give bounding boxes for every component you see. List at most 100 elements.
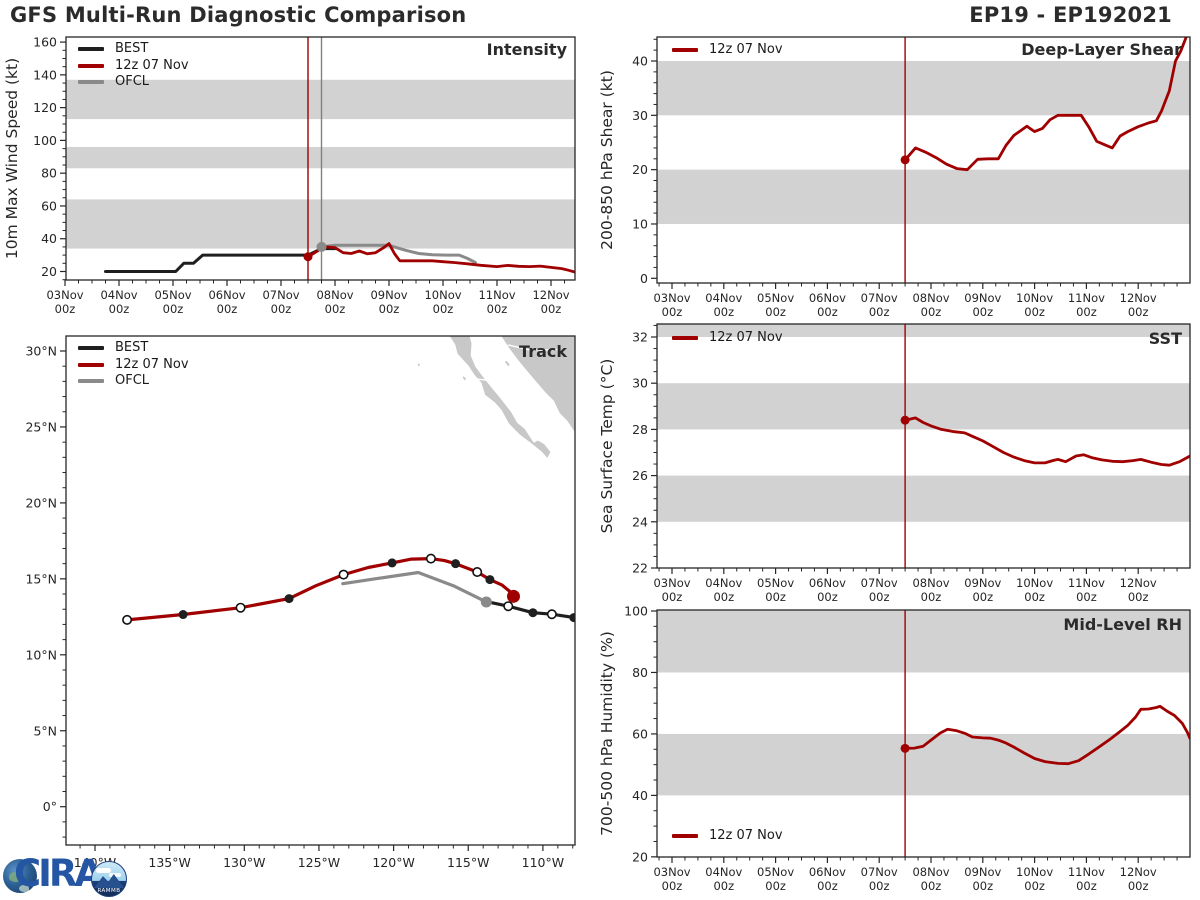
x-tick-label: 12Nov <box>1120 865 1157 879</box>
x-tick-label: 05Nov <box>154 288 191 302</box>
svg-text:32: 32 <box>632 330 648 345</box>
svg-text:10: 10 <box>632 216 648 231</box>
intensity-legend: BEST 12z 07 Nov OFCL <box>78 41 189 91</box>
svg-text:5°N: 5°N <box>33 723 57 738</box>
svg-text:100: 100 <box>624 604 648 619</box>
cira-rammb-logo: CIRA RAMMB <box>3 851 133 899</box>
svg-text:00z: 00z <box>1128 590 1149 604</box>
x-tick-label: 11Nov <box>1068 576 1105 590</box>
svg-text:00z: 00z <box>379 302 400 316</box>
svg-text:00z: 00z <box>433 302 454 316</box>
svg-text:28: 28 <box>632 422 648 437</box>
x-tick-label: 03Nov <box>653 576 690 590</box>
track-00z-marker <box>425 553 436 564</box>
storm-id-title: EP19 - EP192021 <box>969 3 1172 27</box>
x-tick-label: 07Nov <box>861 576 898 590</box>
legend-item-run: 12z 07 Nov <box>78 58 189 75</box>
track-red-init-dot <box>506 589 520 603</box>
svg-text:100: 100 <box>33 133 57 148</box>
rh-panel: 03Nov00z04Nov00z05Nov00z06Nov00z07Nov00z… <box>598 604 1191 893</box>
svg-text:40: 40 <box>632 54 648 69</box>
svg-text:00z: 00z <box>1076 590 1097 604</box>
svg-text:60: 60 <box>632 726 648 741</box>
sst-panel: 03Nov00z04Nov00z05Nov00z06Nov00z07Nov00z… <box>598 323 1191 604</box>
track-gray-init-dot <box>480 596 492 608</box>
legend-label-run: 12z 07 Nov <box>709 828 783 843</box>
ofcl-line-swatch <box>78 379 104 384</box>
x-tick-label: 04Nov <box>705 291 742 305</box>
track-12z-marker <box>451 559 461 569</box>
x-tick-label: 10Nov <box>1016 576 1053 590</box>
svg-text:0: 0 <box>640 271 648 286</box>
x-tick-label: 08Nov <box>912 576 949 590</box>
legend-item-ofcl: OFCL <box>78 373 189 390</box>
x-tick-label: 07Nov <box>861 291 898 305</box>
svg-text:00z: 00z <box>869 590 890 604</box>
best-line-swatch <box>78 47 104 52</box>
svg-text:110°W: 110°W <box>522 855 564 870</box>
legend-label-run: 12z 07 Nov <box>709 42 783 57</box>
shear-init-dot <box>900 155 910 165</box>
track-12z-marker <box>485 575 495 585</box>
legend-label-ofcl: OFCL <box>115 74 150 89</box>
svg-text:30°N: 30°N <box>25 344 57 359</box>
x-tick-label: 10Nov <box>1016 291 1053 305</box>
rammb-badge-icon: RAMMB <box>91 861 127 897</box>
svg-text:00z: 00z <box>109 302 130 316</box>
svg-text:80: 80 <box>41 166 57 181</box>
legend-label-run: 12z 07 Nov <box>115 57 189 73</box>
svg-text:00z: 00z <box>817 590 838 604</box>
x-tick-label: 11Nov <box>1068 291 1105 305</box>
legend-item-ofcl: OFCL <box>78 74 189 91</box>
track-00z-marker <box>235 602 246 613</box>
track-12z-marker <box>178 610 188 620</box>
svg-text:00z: 00z <box>765 305 786 319</box>
legend-item-run: 12z 07 Nov <box>672 330 783 347</box>
svg-text:0°: 0° <box>43 799 57 814</box>
x-tick-label: 08Nov <box>912 291 949 305</box>
ofcl-line-swatch <box>78 80 104 85</box>
track-00z-marker <box>503 601 514 612</box>
svg-text:140: 140 <box>33 67 57 82</box>
sst-legend: 12z 07 Nov <box>672 330 783 347</box>
shear-category-band <box>657 61 1190 116</box>
x-tick-label: 09Nov <box>964 576 1001 590</box>
svg-text:40: 40 <box>41 231 57 246</box>
svg-text:25°N: 25°N <box>25 419 57 434</box>
svg-text:00z: 00z <box>869 305 890 319</box>
sst-12z-07-nov-line <box>903 416 1190 467</box>
shear-category-band <box>657 169 1190 224</box>
svg-text:00z: 00z <box>271 302 292 316</box>
svg-text:00z: 00z <box>1024 879 1045 893</box>
intensity-category-band <box>66 146 575 169</box>
svg-text:20: 20 <box>632 849 648 864</box>
sst-category-band <box>657 324 1190 337</box>
svg-text:22: 22 <box>632 561 648 576</box>
run-line-swatch <box>672 48 698 53</box>
svg-text:30: 30 <box>632 376 648 391</box>
svg-text:26: 26 <box>632 468 648 483</box>
track-12z-marker <box>387 558 397 568</box>
globe-icon <box>3 859 37 893</box>
shear-12z-07-nov-line <box>903 37 1188 172</box>
svg-text:60: 60 <box>41 198 57 213</box>
intensity-y-axis-label: 10m Max Wind Speed (kt) <box>3 58 21 259</box>
x-tick-label: 10Nov <box>1016 865 1053 879</box>
landmass <box>417 362 422 368</box>
x-tick-label: 04Nov <box>100 288 137 302</box>
rh-y-axis-label: 700-500 hPa Humidity (%) <box>598 631 616 836</box>
x-tick-label: 06Nov <box>809 576 846 590</box>
svg-text:00z: 00z <box>713 305 734 319</box>
x-tick-label: 04Nov <box>705 576 742 590</box>
landmass <box>461 374 468 383</box>
intensity-panel: 03Nov00z04Nov00z05Nov00z06Nov00z07Nov00z… <box>3 35 576 316</box>
x-tick-label: 06Nov <box>809 865 846 879</box>
sst-category-band <box>657 475 1190 522</box>
x-tick-label: 07Nov <box>262 288 299 302</box>
svg-text:00z: 00z <box>817 305 838 319</box>
track-12z-marker <box>528 608 538 618</box>
rh-legend: 12z 07 Nov <box>672 828 783 845</box>
svg-text:120: 120 <box>33 100 57 115</box>
intensity-ofcl-line <box>320 243 477 264</box>
